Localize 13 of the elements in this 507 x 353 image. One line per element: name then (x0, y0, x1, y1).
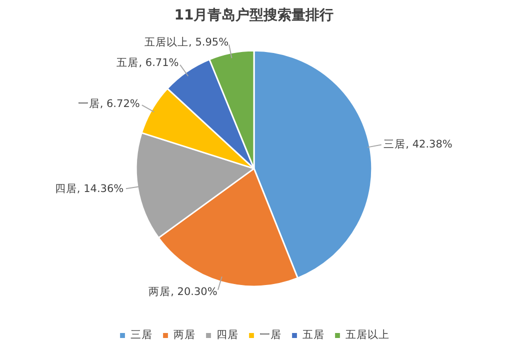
data-label: 五居以上, 5.95% (144, 35, 229, 48)
data-label: 三居, 42.38% (384, 138, 452, 150)
data-label: 五居, 6.71% (116, 56, 179, 69)
legend-label: 五居 (302, 328, 324, 342)
data-label: 两居, 20.30% (148, 286, 218, 298)
legend-label: 四居 (216, 328, 238, 342)
legend-label: 三居 (130, 328, 152, 342)
legend-label: 一居 (260, 328, 282, 342)
data-label: 四居, 14.36% (54, 183, 124, 196)
legend-label: 两居 (174, 328, 196, 342)
data-label: 一居, 6.72% (78, 98, 140, 110)
chart-title: 11月青岛户型搜索量排行 (174, 6, 334, 24)
legend-label: 五居以上 (346, 328, 390, 342)
